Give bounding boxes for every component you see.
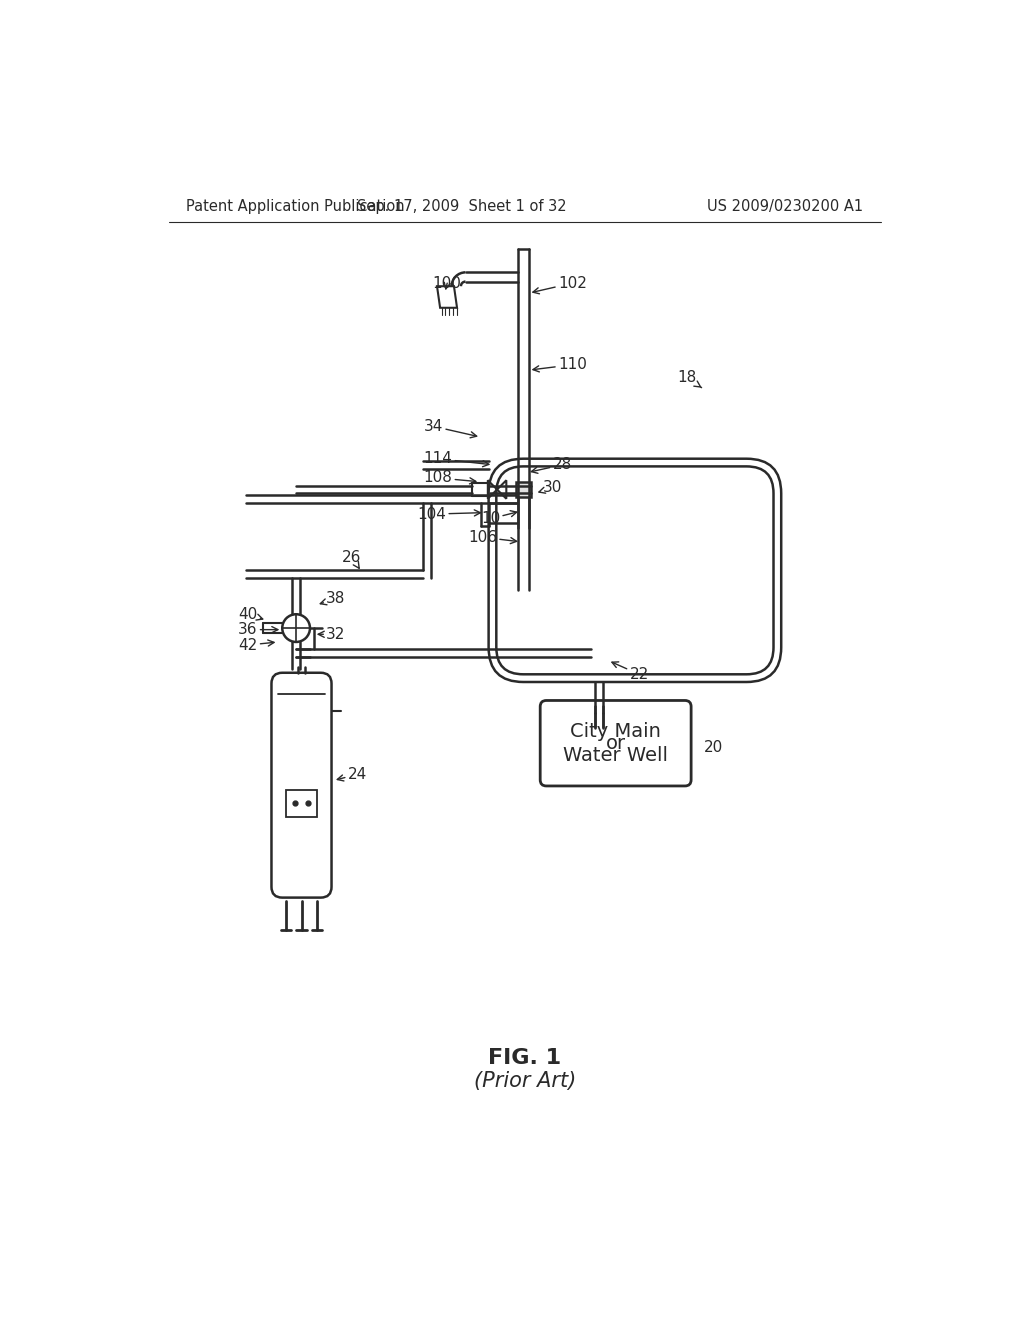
Text: 20: 20: [705, 741, 724, 755]
Text: 22: 22: [612, 661, 649, 682]
Text: 102: 102: [532, 276, 587, 294]
Text: 30: 30: [539, 480, 562, 495]
Text: 32: 32: [318, 627, 345, 642]
Text: Sep. 17, 2009  Sheet 1 of 32: Sep. 17, 2009 Sheet 1 of 32: [356, 198, 566, 214]
Text: City Main: City Main: [570, 722, 662, 741]
Text: FIG. 1: FIG. 1: [488, 1048, 561, 1068]
Bar: [515, 482, 531, 498]
FancyBboxPatch shape: [541, 701, 691, 785]
Text: 38: 38: [321, 591, 345, 606]
Text: (Prior Art): (Prior Art): [474, 1071, 575, 1090]
Text: 114: 114: [424, 451, 488, 467]
Text: 34: 34: [424, 418, 477, 438]
Text: 42: 42: [239, 638, 274, 652]
Text: Water Well: Water Well: [563, 746, 669, 766]
Text: 108: 108: [424, 470, 476, 486]
Text: 24: 24: [337, 767, 367, 781]
Text: Patent Application Publication: Patent Application Publication: [186, 198, 404, 214]
Polygon shape: [487, 480, 497, 499]
Text: 26: 26: [342, 549, 361, 569]
Text: US 2009/0230200 A1: US 2009/0230200 A1: [708, 198, 863, 214]
Polygon shape: [497, 480, 506, 499]
Text: 18: 18: [677, 371, 701, 388]
Bar: [591, 713, 606, 726]
Text: 28: 28: [531, 457, 571, 474]
Text: or: or: [605, 734, 626, 754]
Text: 104: 104: [418, 507, 480, 521]
Text: 40: 40: [239, 607, 263, 622]
Text: 10: 10: [481, 511, 517, 527]
Text: 100: 100: [433, 276, 462, 290]
FancyBboxPatch shape: [271, 673, 332, 898]
Bar: [286, 789, 316, 817]
Polygon shape: [437, 286, 457, 308]
Text: 36: 36: [239, 622, 278, 638]
Text: 110: 110: [532, 358, 587, 372]
Text: 106: 106: [468, 529, 517, 545]
